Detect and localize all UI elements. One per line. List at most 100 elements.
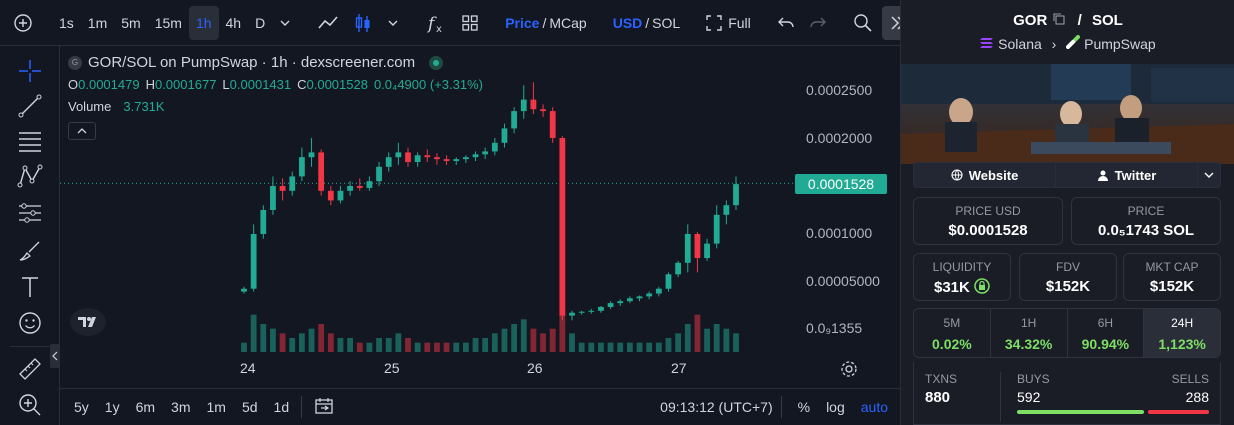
- chevron-up-icon: [77, 128, 87, 134]
- copy-icon[interactable]: [1053, 13, 1066, 25]
- candle-body: [607, 303, 614, 307]
- price-axis[interactable]: 0.0002500 0.0002000 0.0001000 0.00005000…: [800, 46, 900, 356]
- candle-body: [260, 210, 267, 234]
- interval-d[interactable]: D: [255, 14, 266, 31]
- clock-time[interactable]: 09:13:12 (UTC+7): [660, 399, 773, 415]
- interval-1s[interactable]: 1s: [59, 14, 74, 31]
- candle-chart-button[interactable]: [346, 6, 380, 40]
- volume-bar: [472, 338, 479, 352]
- brush-tool[interactable]: [15, 236, 45, 266]
- price-mcap-toggle[interactable]: Price / MCap: [498, 6, 594, 40]
- trendline-tool[interactable]: [15, 91, 45, 121]
- usd-sol-toggle[interactable]: USD / SOL: [606, 6, 687, 40]
- pattern-tool[interactable]: [15, 161, 45, 191]
- volume-bar: [453, 342, 460, 352]
- interval-4h[interactable]: 4h: [225, 14, 242, 31]
- candle-body: [289, 176, 296, 191]
- user-icon: [1097, 170, 1108, 181]
- candle-body: [482, 151, 489, 155]
- percent-toggle[interactable]: %: [797, 399, 811, 415]
- volume-bar: [684, 324, 691, 352]
- range-5y[interactable]: 5y: [74, 399, 89, 415]
- redo-button[interactable]: [802, 6, 834, 40]
- volume-bar: [723, 328, 730, 352]
- range-3m[interactable]: 3m: [171, 399, 191, 415]
- price-chart[interactable]: G GOR/SOL on PumpSwap · 1h · dexscreener…: [60, 46, 900, 386]
- open-label: O: [68, 77, 79, 92]
- tab-6h[interactable]: 6H 90.94%: [1068, 309, 1145, 357]
- price-usd-value: $0.0001528: [948, 222, 1028, 239]
- brush-icon: [19, 241, 40, 261]
- candlestick-chart[interactable]: [60, 46, 800, 356]
- price-tick: 0.0₉1355: [806, 320, 863, 336]
- crosshair-tool[interactable]: [15, 56, 45, 86]
- tradingview-logo[interactable]: [70, 308, 106, 336]
- lock-icon[interactable]: [974, 278, 990, 294]
- interval-15m[interactable]: 15m: [154, 14, 182, 31]
- line-chart-button[interactable]: [310, 6, 346, 40]
- fdv-label: FDV: [1056, 260, 1080, 274]
- goto-date-button[interactable]: [306, 397, 342, 418]
- interval-5m[interactable]: 5m: [121, 14, 141, 31]
- tab-change: 90.94%: [1081, 336, 1130, 352]
- measure-tool[interactable]: [15, 354, 45, 384]
- candle-body: [308, 152, 315, 158]
- chart-type-dropdown[interactable]: [380, 6, 406, 40]
- candle-body: [424, 155, 431, 158]
- candle-body: [385, 157, 392, 167]
- legend-title: GOR/SOL on PumpSwap · 1h · dexscreener.c…: [88, 54, 416, 71]
- legend-title-row: G GOR/SOL on PumpSwap · 1h · dexscreener…: [68, 52, 483, 74]
- snapshot-button[interactable]: [846, 6, 880, 40]
- log-toggle[interactable]: log: [826, 399, 845, 415]
- interval-1m[interactable]: 1m: [87, 14, 108, 31]
- volume-bar: [607, 342, 614, 352]
- volume-bar: [617, 342, 624, 352]
- liquidity-value: $31K: [933, 279, 970, 296]
- emoji-tool[interactable]: [15, 308, 45, 338]
- more-links-dropdown[interactable]: [1198, 163, 1220, 187]
- mcap-box: MKT CAP $152K: [1123, 253, 1221, 301]
- mcap-label: MKT CAP: [1145, 260, 1199, 274]
- buy-sell-ratio-bar: [1017, 410, 1209, 414]
- chart-settings-button[interactable]: [840, 360, 860, 380]
- time-axis[interactable]: 24 25 26 27: [60, 356, 740, 380]
- candle-body: [462, 157, 469, 160]
- twitter-button[interactable]: Twitter: [1056, 163, 1198, 187]
- divider: [1000, 372, 1001, 422]
- fullscreen-button[interactable]: Full: [699, 6, 758, 40]
- sliders-icon: [19, 203, 41, 223]
- price-native-box: PRICE 0.0₅1743 SOL: [1071, 197, 1221, 245]
- interval-1h[interactable]: 1h: [188, 5, 219, 40]
- website-button[interactable]: Website: [914, 163, 1056, 187]
- add-symbol-button[interactable]: [6, 6, 40, 40]
- undo-button[interactable]: [770, 6, 802, 40]
- range-1m[interactable]: 1m: [206, 399, 226, 415]
- tab-24h[interactable]: 24H 1,123%: [1144, 309, 1220, 357]
- range-5d[interactable]: 5d: [241, 399, 258, 415]
- tab-5m[interactable]: 5M 0.02%: [914, 309, 991, 357]
- zoom-in-icon: [19, 394, 41, 416]
- range-6m[interactable]: 6m: [135, 399, 156, 415]
- candle-body: [684, 234, 691, 263]
- candle-body: [395, 152, 402, 158]
- interval-dropdown[interactable]: [272, 6, 298, 40]
- range-1d[interactable]: 1d: [273, 399, 290, 415]
- volume-bar: [694, 314, 701, 352]
- auto-toggle[interactable]: auto: [860, 399, 888, 415]
- candle-body: [665, 274, 672, 289]
- fib-tool[interactable]: [15, 126, 45, 156]
- collapse-legend-button[interactable]: [68, 122, 96, 140]
- candle-body: [279, 186, 286, 191]
- zoom-tool[interactable]: [15, 390, 45, 420]
- tab-1h[interactable]: 1H 34.32%: [991, 309, 1068, 357]
- toolbar-collapse-handle[interactable]: [50, 344, 60, 368]
- forecast-tool[interactable]: [15, 198, 45, 228]
- dex-link[interactable]: PumpSwap: [1084, 36, 1156, 52]
- legend-volume-row: Volume 3.731K: [68, 96, 483, 118]
- range-1y[interactable]: 1y: [104, 399, 120, 415]
- chain-link[interactable]: Solana: [998, 36, 1042, 52]
- volume-bar: [366, 342, 373, 352]
- text-tool[interactable]: [15, 272, 45, 302]
- layouts-button[interactable]: [454, 6, 486, 40]
